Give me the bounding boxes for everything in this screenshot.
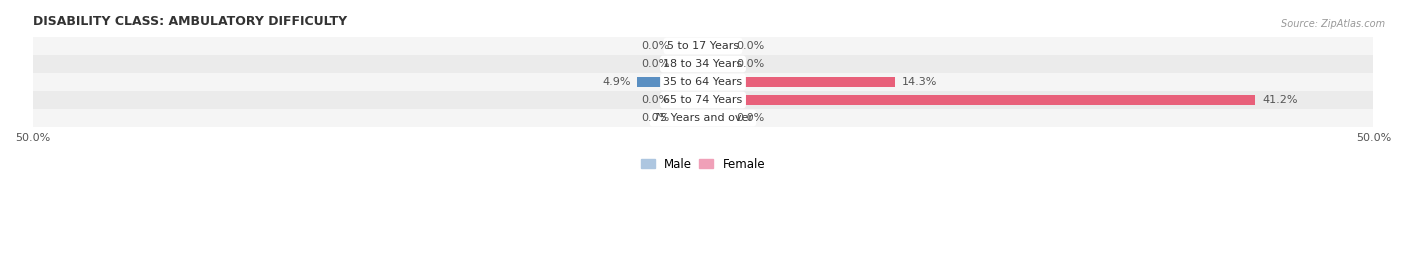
Bar [676,59,703,69]
Text: 75 Years and over: 75 Years and over [652,113,754,123]
Bar [32,73,1374,91]
Bar [32,109,1374,127]
Bar [32,91,1374,109]
Bar [703,113,730,123]
Bar [703,95,1256,105]
Bar [703,77,894,87]
Bar [32,37,1374,55]
Text: DISABILITY CLASS: AMBULATORY DIFFICULTY: DISABILITY CLASS: AMBULATORY DIFFICULTY [32,15,347,28]
Legend: Male, Female: Male, Female [636,153,770,175]
Text: 41.2%: 41.2% [1263,95,1298,105]
Text: 0.0%: 0.0% [641,95,669,105]
Text: 35 to 64 Years: 35 to 64 Years [664,77,742,87]
Bar [703,41,730,51]
Text: 14.3%: 14.3% [901,77,936,87]
Text: 4.9%: 4.9% [602,77,631,87]
Bar [32,55,1374,73]
Text: 18 to 34 Years: 18 to 34 Years [664,59,742,69]
Text: 0.0%: 0.0% [737,113,765,123]
Bar [703,59,730,69]
Text: Source: ZipAtlas.com: Source: ZipAtlas.com [1281,19,1385,29]
Bar [676,41,703,51]
Bar [637,77,703,87]
Text: 0.0%: 0.0% [641,41,669,51]
Text: 5 to 17 Years: 5 to 17 Years [666,41,740,51]
Text: 0.0%: 0.0% [737,59,765,69]
Text: 65 to 74 Years: 65 to 74 Years [664,95,742,105]
Bar [676,95,703,105]
Bar [676,113,703,123]
Text: 0.0%: 0.0% [641,59,669,69]
Text: 0.0%: 0.0% [737,41,765,51]
Text: 0.0%: 0.0% [641,113,669,123]
